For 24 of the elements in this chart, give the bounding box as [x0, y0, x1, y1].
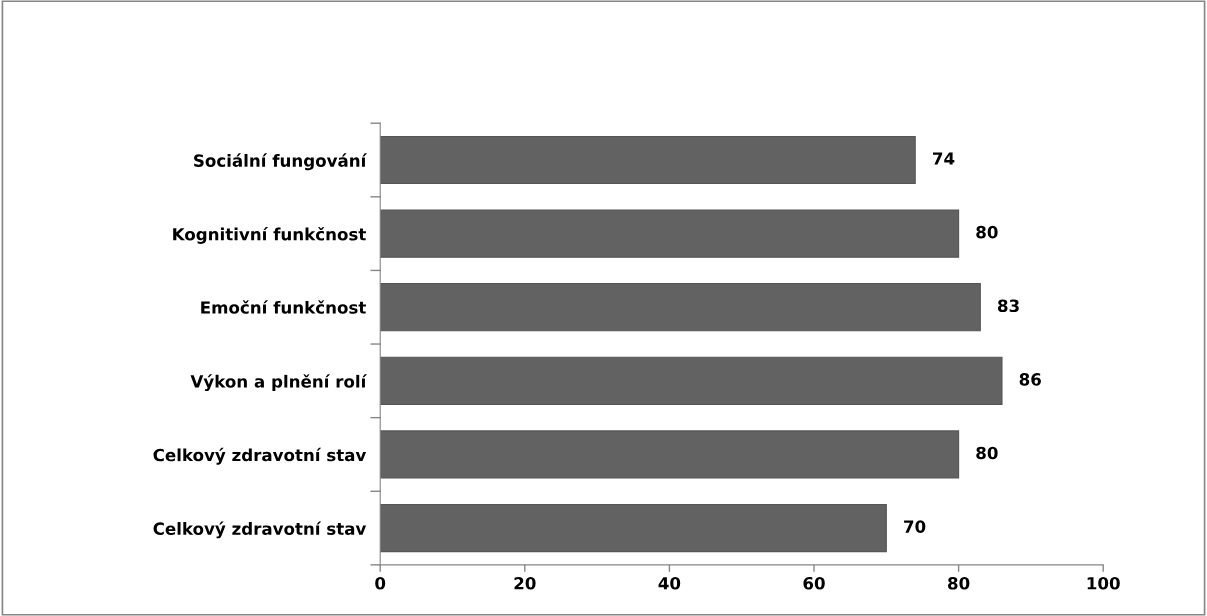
bar: [380, 430, 960, 479]
y-tick-label: Sociální fungování: [194, 153, 368, 171]
y-tick-label: Kognitivní funkčnost: [173, 226, 366, 244]
x-tick-label: 100: [1087, 576, 1120, 590]
data-label: 86: [1019, 373, 1041, 386]
bar: [380, 503, 887, 553]
x-tick-label: 40: [658, 576, 681, 590]
bar: [380, 356, 1003, 405]
x-tick-label: 20: [514, 576, 536, 590]
bar: [380, 283, 981, 332]
data-label: 80: [976, 446, 998, 460]
y-tick-label: Celkový zdravotní stav: [153, 521, 367, 539]
data-label: 83: [997, 299, 1019, 313]
data-label: 74: [933, 152, 955, 165]
x-tick-label: 60: [803, 576, 825, 590]
x-tick-label: 0: [375, 576, 386, 590]
bar: [380, 135, 916, 185]
y-tick-label: Celkový zdravotní stav: [153, 447, 367, 465]
y-tick-label: Emoční funkčnost: [201, 300, 366, 314]
data-label: 80: [976, 225, 998, 239]
y-tick-label: Výkon a plnění rolí: [190, 374, 368, 392]
bar: [380, 209, 960, 258]
data-label: 70: [904, 520, 926, 533]
x-tick-label: 80: [948, 576, 970, 590]
